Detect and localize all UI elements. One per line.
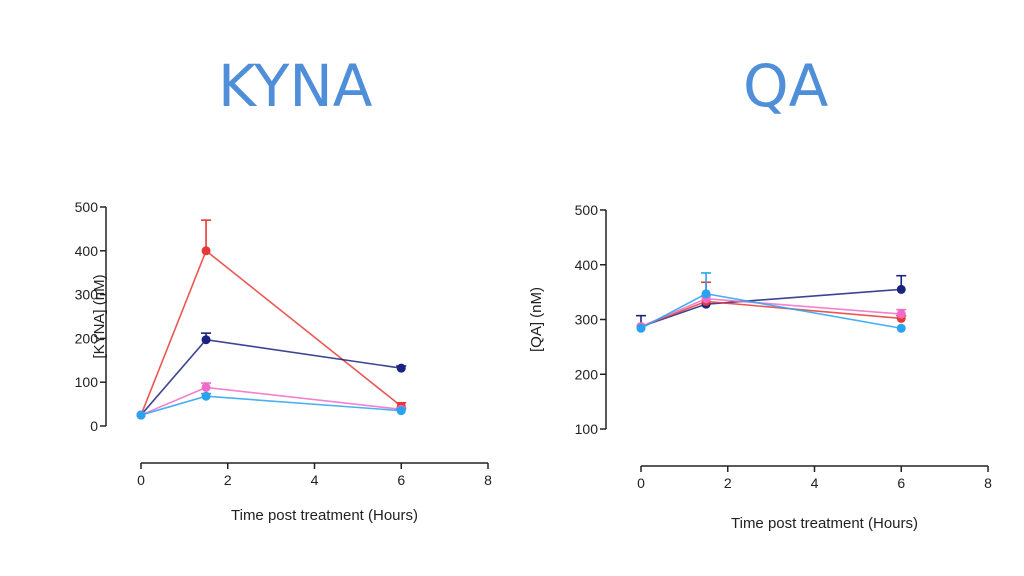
qa-x-tick-label: 8 [984, 475, 992, 491]
kyna-y-tick-label: 0 [90, 418, 98, 434]
kyna-y-tick-label: 100 [75, 374, 99, 390]
kyna-x-axis-label: Time post treatment (Hours) [231, 507, 418, 524]
qa-series-1 [636, 281, 907, 332]
qa-plot: 100 200 300 400 500 0 2 4 6 8 Time post treatment … [528, 202, 992, 532]
qa-data-point [896, 323, 906, 333]
kyna-data-point [136, 410, 146, 420]
qa-data-point [636, 323, 646, 333]
kyna-data-point [201, 391, 211, 401]
kyna-y-tick-label: 200 [75, 330, 99, 346]
qa-y-tick-label: 400 [575, 257, 599, 273]
qa-x-tick-label: 6 [897, 475, 905, 491]
kyna-series-0 [136, 219, 407, 420]
kyna-series-1 [136, 332, 407, 420]
kyna-x-tick-label: 2 [224, 472, 232, 488]
kyna-x-tick-label: 8 [484, 472, 492, 488]
qa-x-tick-label: 4 [811, 475, 819, 491]
qa-y-tick-label: 500 [575, 202, 599, 218]
kyna-series-line [140, 249, 402, 416]
qa-chart-title: QA [743, 52, 829, 120]
qa-data-point [896, 284, 906, 294]
kyna-data-point [396, 363, 406, 373]
kyna-y-tick-label: 400 [75, 243, 99, 259]
qa-y-tick-label: 100 [575, 421, 599, 437]
kyna-x-tick-label: 0 [137, 472, 145, 488]
qa-y-tick-label: 200 [575, 366, 599, 382]
kyna-data-point [201, 335, 211, 345]
qa-x-tick-label: 0 [637, 475, 645, 491]
qa-y-tick-label: 300 [575, 312, 599, 328]
kyna-data-point [201, 382, 211, 392]
qa-data-point [701, 289, 711, 299]
qa-x-tick-label: 2 [724, 475, 732, 491]
qa-y-axis-label: [QA] (nM) [528, 287, 545, 352]
kyna-data-point [201, 246, 211, 256]
kyna-plot: 0 100 200 300 400 500 0 2 4 6 8 Time post treatment… [75, 199, 492, 524]
kyna-y-tick-label: 300 [75, 287, 99, 303]
qa-series-3 [636, 272, 906, 333]
qa-x-axis-label: Time post treatment (Hours) [731, 515, 918, 532]
kyna-x-tick-label: 6 [397, 472, 405, 488]
kyna-y-axis-label: [KYNA] (nM) [91, 274, 108, 358]
kyna-series-3 [136, 391, 407, 420]
kyna-x-tick-label: 4 [311, 472, 319, 488]
qa-data-point [896, 309, 906, 319]
kyna-y-tick-label: 500 [75, 199, 99, 215]
kyna-chart-title: KYNA [218, 52, 373, 120]
kyna-data-point [396, 406, 406, 416]
